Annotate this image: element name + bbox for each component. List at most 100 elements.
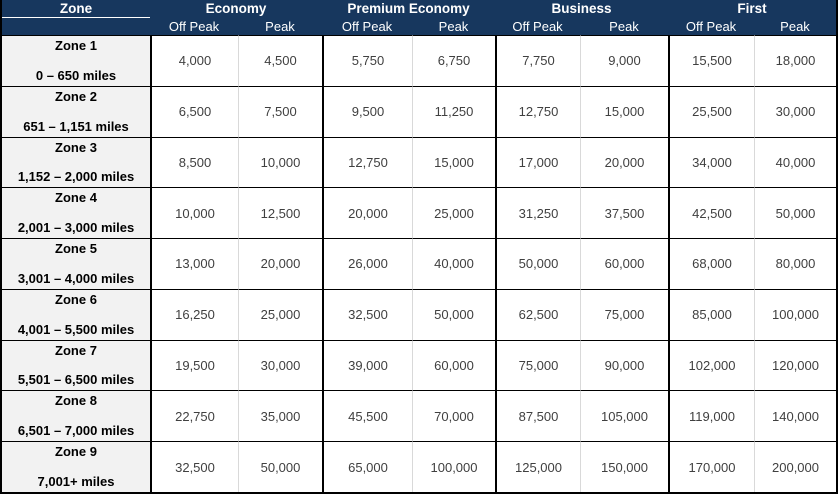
value-cell: 120,000 xyxy=(754,339,836,391)
zone-cell: Zone 4 2,001 – 3,000 miles xyxy=(2,187,150,239)
value-cell: 15,500 xyxy=(668,35,754,86)
zone-range: 5,501 – 6,500 miles xyxy=(17,372,135,388)
value-cell: 22,750 xyxy=(150,390,238,442)
zone-label: Zone 7 xyxy=(55,342,97,358)
value-cell: 30,000 xyxy=(754,85,836,137)
zone-label: Zone 1 xyxy=(55,38,97,53)
column-group-business: Business xyxy=(495,0,668,18)
value-cell: 17,000 xyxy=(495,136,580,188)
zone-label: Zone 9 xyxy=(55,444,97,460)
value-cell: 50,000 xyxy=(754,187,836,239)
subheader-business-peak: Peak xyxy=(580,18,668,35)
value-cell: 8,500 xyxy=(150,136,238,188)
value-cell: 65,000 xyxy=(322,441,412,492)
column-group-first: First xyxy=(668,0,836,18)
header-blank-cell xyxy=(2,18,150,35)
zone-cell: Zone 8 6,501 – 7,000 miles xyxy=(2,390,150,442)
zone-range: 651 – 1,151 miles xyxy=(23,118,129,134)
zone-range: 7,001+ miles xyxy=(37,474,115,489)
value-cell: 50,000 xyxy=(495,238,580,289)
value-cell: 40,000 xyxy=(754,136,836,188)
zone-cell: Zone 3 1,152 – 2,000 miles xyxy=(2,136,150,188)
value-cell: 119,000 xyxy=(668,390,754,442)
value-cell: 20,000 xyxy=(322,187,412,239)
zone-range: 2,001 – 3,000 miles xyxy=(17,220,135,236)
value-cell: 18,000 xyxy=(754,35,836,86)
subheader-premium-economy-peak: Peak xyxy=(412,18,495,35)
value-cell: 10,000 xyxy=(150,187,238,239)
value-cell: 50,000 xyxy=(238,441,322,492)
value-cell: 40,000 xyxy=(412,238,495,289)
value-cell: 68,000 xyxy=(668,238,754,289)
value-cell: 31,250 xyxy=(495,187,580,239)
value-cell: 140,000 xyxy=(754,390,836,442)
column-group-premium-economy: Premium Economy xyxy=(322,0,495,18)
zone-label: Zone 8 xyxy=(55,393,97,409)
value-cell: 30,000 xyxy=(238,339,322,391)
value-cell: 32,500 xyxy=(322,288,412,340)
value-cell: 60,000 xyxy=(580,238,668,289)
value-cell: 9,500 xyxy=(322,85,412,137)
value-cell: 4,000 xyxy=(150,35,238,86)
zone-cell: Zone 2 651 – 1,151 miles xyxy=(2,85,150,137)
value-cell: 85,000 xyxy=(668,288,754,340)
subheader-business-off-peak: Off Peak xyxy=(495,18,580,35)
zone-cell: Zone 7 5,501 – 6,500 miles xyxy=(2,339,150,391)
value-cell: 16,250 xyxy=(150,288,238,340)
zone-range: 3,001 – 4,000 miles xyxy=(17,270,135,286)
zone-cell: Zone 9 7,001+ miles xyxy=(2,441,150,492)
value-cell: 60,000 xyxy=(412,339,495,391)
value-cell: 12,500 xyxy=(238,187,322,239)
value-cell: 170,000 xyxy=(668,441,754,492)
value-cell: 37,500 xyxy=(580,187,668,239)
value-cell: 75,000 xyxy=(495,339,580,391)
zone-range: 4,001 – 5,500 miles xyxy=(17,321,135,337)
zone-cell: Zone 5 3,001 – 4,000 miles xyxy=(2,238,150,289)
value-cell: 125,000 xyxy=(495,441,580,492)
value-cell: 39,000 xyxy=(322,339,412,391)
subheader-premium-economy-off-peak: Off Peak xyxy=(322,18,412,35)
column-group-economy: Economy xyxy=(150,0,322,18)
value-cell: 26,000 xyxy=(322,238,412,289)
value-cell: 7,750 xyxy=(495,35,580,86)
value-cell: 105,000 xyxy=(580,390,668,442)
value-cell: 5,750 xyxy=(322,35,412,86)
value-cell: 80,000 xyxy=(754,238,836,289)
value-cell: 45,500 xyxy=(322,390,412,442)
value-cell: 4,500 xyxy=(238,35,322,86)
value-cell: 35,000 xyxy=(238,390,322,442)
value-cell: 6,500 xyxy=(150,85,238,137)
zone-range: 1,152 – 2,000 miles xyxy=(17,169,135,185)
value-cell: 25,000 xyxy=(412,187,495,239)
zone-label: Zone 6 xyxy=(55,291,97,307)
value-cell: 20,000 xyxy=(238,238,322,289)
value-cell: 75,000 xyxy=(580,288,668,340)
subheader-economy-off-peak: Off Peak xyxy=(150,18,238,35)
value-cell: 12,750 xyxy=(495,85,580,137)
value-cell: 100,000 xyxy=(754,288,836,340)
value-cell: 70,000 xyxy=(412,390,495,442)
value-cell: 15,000 xyxy=(412,136,495,188)
value-cell: 10,000 xyxy=(238,136,322,188)
value-cell: 15,000 xyxy=(580,85,668,137)
value-cell: 102,000 xyxy=(668,339,754,391)
value-cell: 62,500 xyxy=(495,288,580,340)
value-cell: 13,000 xyxy=(150,238,238,289)
zone-label: Zone 3 xyxy=(55,139,97,155)
subheader-first-peak: Peak xyxy=(754,18,836,35)
value-cell: 100,000 xyxy=(412,441,495,492)
value-cell: 7,500 xyxy=(238,85,322,137)
value-cell: 6,750 xyxy=(412,35,495,86)
value-cell: 25,500 xyxy=(668,85,754,137)
value-cell: 25,000 xyxy=(238,288,322,340)
value-cell: 12,750 xyxy=(322,136,412,188)
value-cell: 32,500 xyxy=(150,441,238,492)
value-cell: 11,250 xyxy=(412,85,495,137)
zone-range: 0 – 650 miles xyxy=(35,67,117,83)
zone-cell: Zone 1 0 – 650 miles xyxy=(2,35,150,86)
value-cell: 9,000 xyxy=(580,35,668,86)
subheader-economy-peak: Peak xyxy=(238,18,322,35)
zone-cell: Zone 6 4,001 – 5,500 miles xyxy=(2,288,150,340)
zone-label: Zone 2 xyxy=(55,88,97,104)
